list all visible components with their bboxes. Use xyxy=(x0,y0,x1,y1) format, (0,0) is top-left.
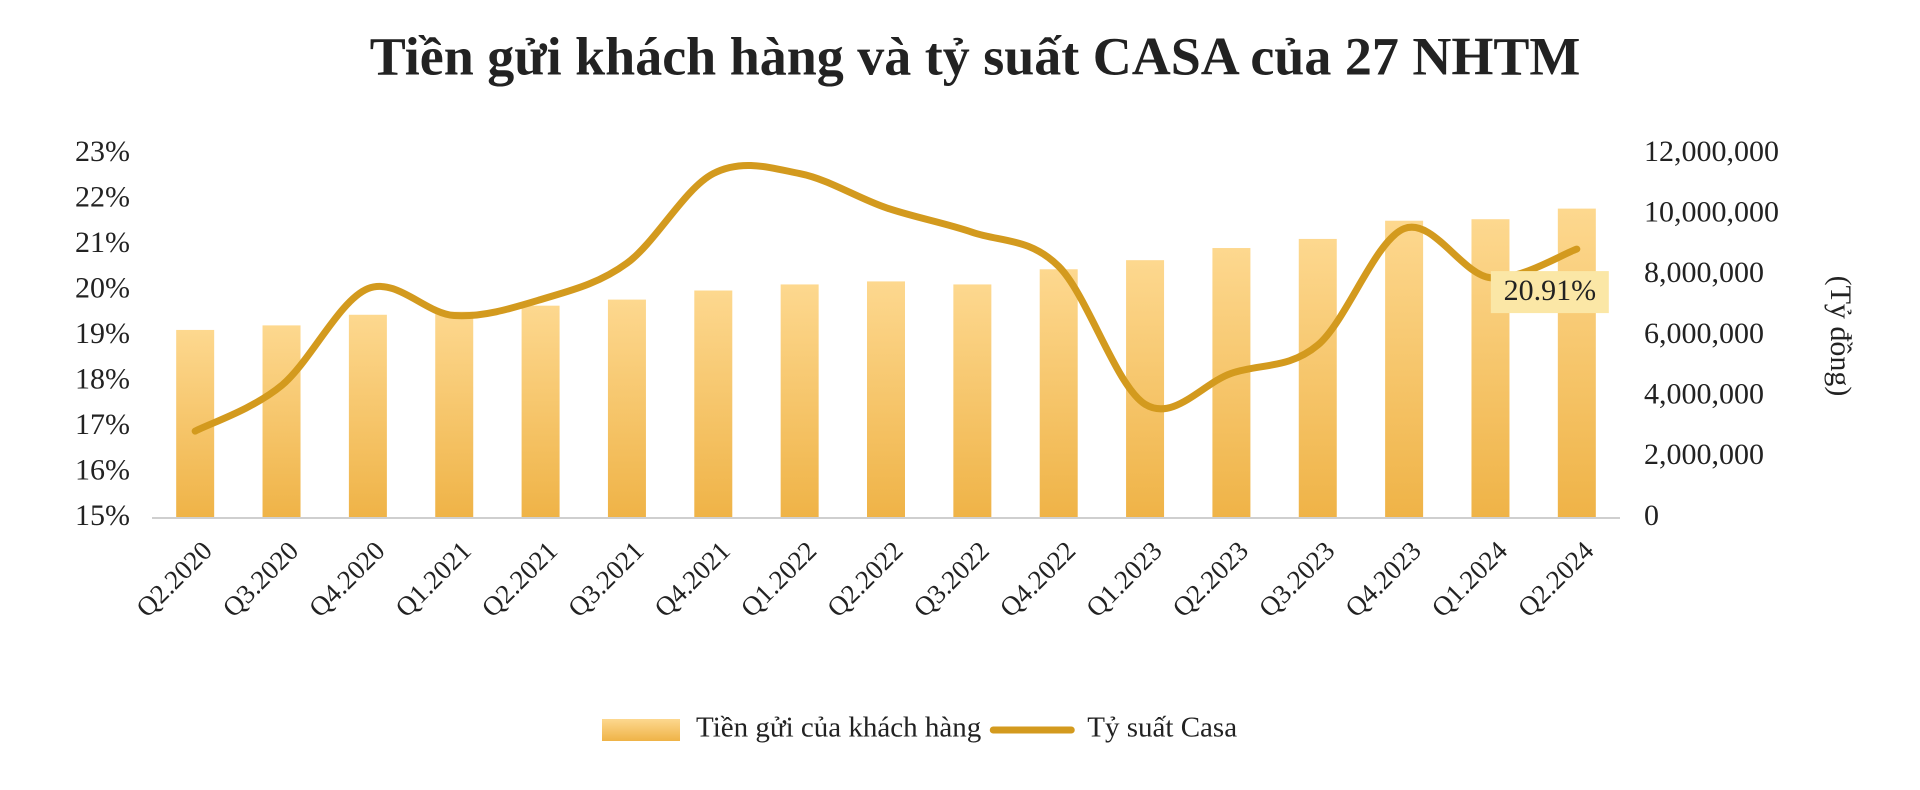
y-tick-label: 17% xyxy=(75,408,130,441)
y2-tick-label: 12,000,000 xyxy=(1644,135,1779,168)
x-tick-label: Q1.2021 xyxy=(389,535,477,623)
x-tick-label: Q4.2023 xyxy=(1339,535,1427,623)
bar xyxy=(262,325,301,518)
bar xyxy=(1471,219,1510,518)
y-tick-label: 19% xyxy=(75,317,130,350)
x-tick-label: Q1.2024 xyxy=(1426,535,1514,623)
data-label-box xyxy=(1490,271,1609,314)
chart-title: Tiền gửi khách hàng và tỷ suất CASA của … xyxy=(370,26,1581,86)
x-tick-label: Q1.2023 xyxy=(1080,535,1168,623)
bar xyxy=(694,290,733,518)
x-tick-label: Q3.2021 xyxy=(562,535,650,623)
bar xyxy=(1039,269,1078,518)
bar xyxy=(435,311,474,518)
x-tick-label: Q1.2022 xyxy=(735,535,823,623)
y-tick-label: 22% xyxy=(75,180,130,213)
bar xyxy=(521,305,560,518)
bar xyxy=(1557,208,1596,518)
data-label: 20.91% xyxy=(1504,274,1597,307)
y-tick-label: 18% xyxy=(75,362,130,395)
y-tick-label: 21% xyxy=(75,226,130,259)
x-tick-label: Q4.2020 xyxy=(303,535,391,623)
line xyxy=(191,161,1581,435)
y2-tick-label: 4,000,000 xyxy=(1644,378,1764,411)
legend-swatch xyxy=(602,719,680,741)
bar xyxy=(1385,220,1424,518)
y2-tick-label: 6,000,000 xyxy=(1644,317,1764,350)
y-tick-label: 15% xyxy=(75,499,130,532)
x-tick-label: Q2.2020 xyxy=(130,535,218,623)
x-tick-label: Q3.2023 xyxy=(1253,535,1341,623)
legend-label: Tỷ suất Casa xyxy=(1087,712,1237,744)
x-tick-label: Q2.2021 xyxy=(476,535,564,623)
bar xyxy=(953,284,992,518)
y2-tick-label: 0 xyxy=(1644,499,1659,532)
y2-tick-label: 10,000,000 xyxy=(1644,196,1779,229)
y-tick-label: 16% xyxy=(75,453,130,486)
bar xyxy=(607,299,646,518)
bar xyxy=(867,281,905,518)
bar xyxy=(348,314,387,518)
bar xyxy=(1298,238,1337,518)
x-tick-label: Q3.2022 xyxy=(907,535,995,623)
x-tick-label: Q4.2022 xyxy=(994,535,1082,623)
bar xyxy=(780,284,819,518)
x-tick-label: Q2.2023 xyxy=(1167,535,1255,623)
y2-axis-title: (Tỷ đồng) xyxy=(1824,276,1857,397)
x-tick-label: Q2.2022 xyxy=(821,535,909,623)
y-tick-label: 23% xyxy=(75,135,130,168)
x-tick-label: Q3.2020 xyxy=(217,535,305,623)
x-tick-label: Q2.2024 xyxy=(1512,535,1600,623)
x-tick-label: Q4.2021 xyxy=(648,535,736,623)
y2-tick-label: 2,000,000 xyxy=(1644,438,1764,471)
legend-label: Tiền gửi của khách hàng xyxy=(696,712,981,744)
y2-tick-label: 8,000,000 xyxy=(1644,256,1764,289)
y-tick-label: 20% xyxy=(75,271,130,304)
